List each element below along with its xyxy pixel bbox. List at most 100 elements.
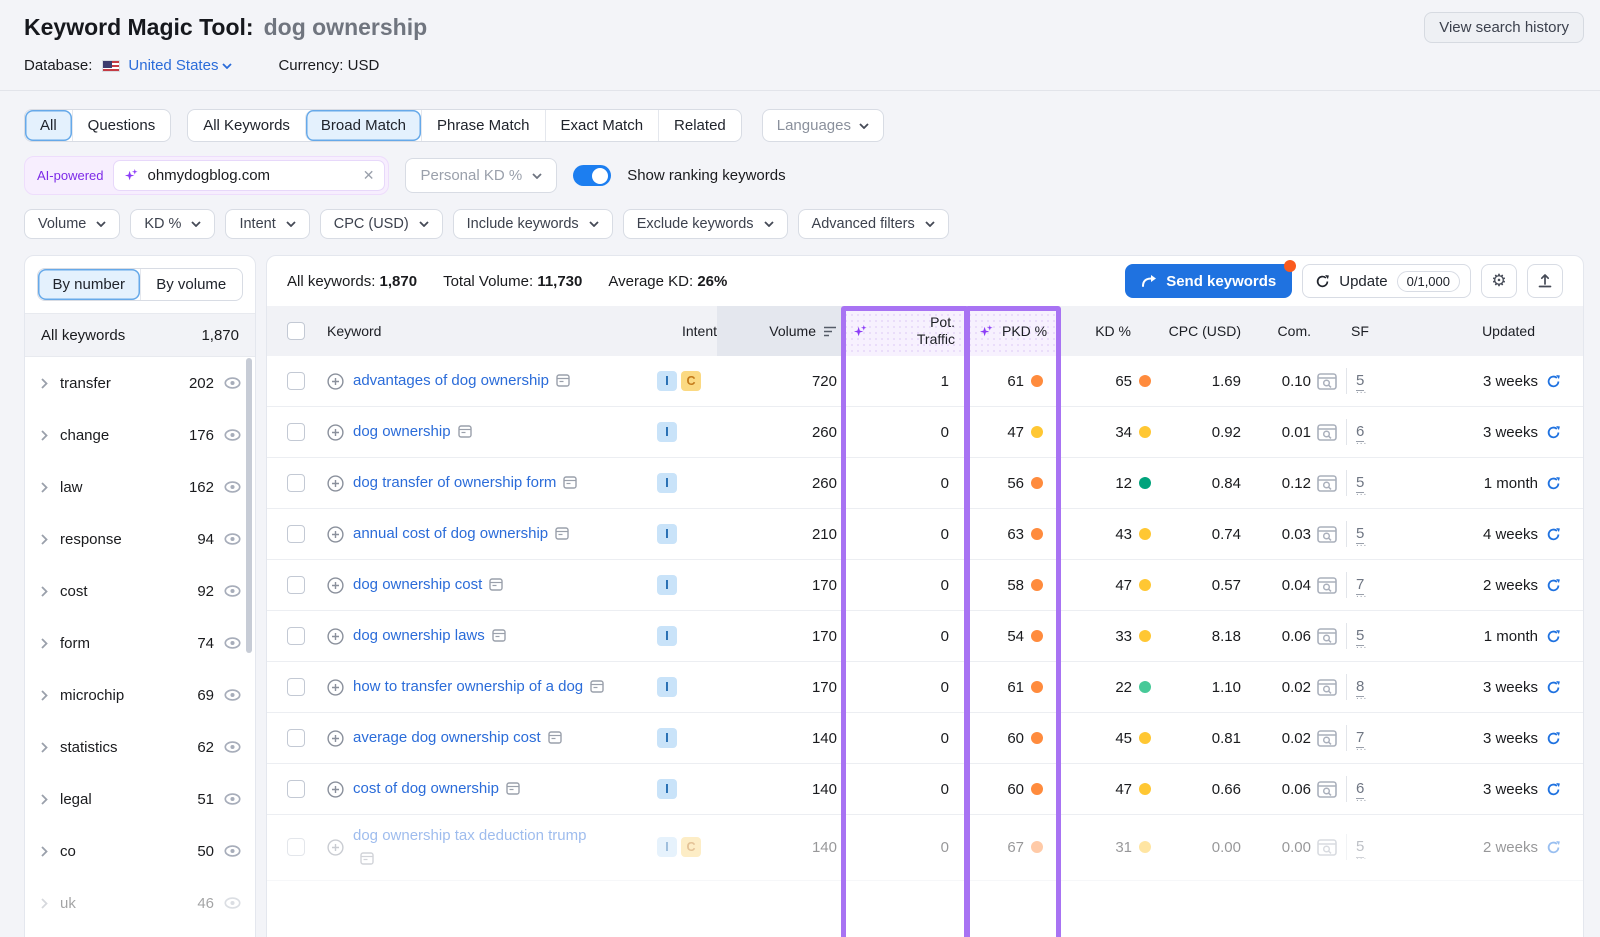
sidebar-group-uk[interactable]: uk 46 bbox=[25, 877, 255, 929]
serp-snippet-icon[interactable] bbox=[555, 527, 569, 541]
keyword-link[interactable]: advantages of dog ownership bbox=[353, 372, 549, 390]
eye-icon[interactable] bbox=[224, 793, 241, 805]
column-cpc[interactable]: CPC (USD) bbox=[1168, 323, 1241, 339]
eye-icon[interactable] bbox=[224, 845, 241, 857]
expand-group-icon[interactable] bbox=[41, 637, 48, 649]
serp-preview-icon[interactable] bbox=[1317, 627, 1337, 645]
row-checkbox[interactable] bbox=[287, 525, 305, 543]
serp-preview-icon[interactable] bbox=[1317, 474, 1337, 492]
add-to-list-icon[interactable] bbox=[327, 678, 344, 696]
add-to-list-button[interactable] bbox=[327, 729, 344, 747]
sidebar-all-keywords[interactable]: All keywords 1,870 bbox=[25, 313, 255, 357]
add-to-list-button[interactable] bbox=[327, 627, 344, 645]
row-checkbox[interactable] bbox=[287, 474, 305, 492]
eye-icon[interactable] bbox=[224, 637, 241, 649]
tab-phrase-match[interactable]: Phrase Match bbox=[420, 110, 545, 141]
filter-include-keywords[interactable]: Include keywords bbox=[452, 209, 613, 239]
eye-icon[interactable] bbox=[224, 533, 241, 545]
database-select[interactable]: United States bbox=[128, 57, 233, 74]
serp-preview-button[interactable] bbox=[1317, 627, 1337, 645]
refresh-metrics-icon[interactable] bbox=[1546, 840, 1561, 855]
refresh-metrics-button[interactable] bbox=[1546, 629, 1561, 644]
refresh-metrics-icon[interactable] bbox=[1546, 527, 1561, 542]
serp-preview-button[interactable] bbox=[1317, 780, 1337, 798]
eye-icon[interactable] bbox=[224, 897, 241, 909]
view-search-history-button[interactable]: View search history bbox=[1424, 12, 1584, 43]
add-to-list-icon[interactable] bbox=[327, 474, 344, 492]
sidebar-group-response[interactable]: response 94 bbox=[25, 513, 255, 565]
add-to-list-icon[interactable] bbox=[327, 839, 344, 856]
refresh-metrics-icon[interactable] bbox=[1546, 374, 1561, 389]
serp-preview-button[interactable] bbox=[1317, 729, 1337, 747]
add-to-list-button[interactable] bbox=[327, 372, 344, 390]
eye-icon[interactable] bbox=[224, 689, 241, 701]
filter-cpc-usd-[interactable]: CPC (USD) bbox=[319, 209, 443, 239]
settings-button[interactable]: ⚙ bbox=[1481, 264, 1517, 298]
refresh-metrics-icon[interactable] bbox=[1546, 578, 1561, 593]
serp-preview-button[interactable] bbox=[1317, 525, 1337, 543]
refresh-metrics-button[interactable] bbox=[1546, 680, 1561, 695]
keyword-link[interactable]: dog ownership laws bbox=[353, 627, 485, 645]
update-button[interactable]: Update 0/1,000 bbox=[1302, 264, 1471, 298]
sf-count[interactable]: 7 bbox=[1356, 575, 1368, 600]
tab-all-keywords[interactable]: All Keywords bbox=[188, 110, 305, 141]
add-to-list-button[interactable] bbox=[327, 780, 344, 798]
sidebar-tab-by-number[interactable]: By number bbox=[38, 269, 140, 300]
sidebar-group-form[interactable]: form 74 bbox=[25, 617, 255, 669]
add-to-list-button[interactable] bbox=[327, 474, 344, 492]
clear-search-icon[interactable]: ✕ bbox=[362, 167, 375, 183]
tab-questions[interactable]: Questions bbox=[71, 110, 171, 141]
export-button[interactable] bbox=[1527, 264, 1563, 298]
filter-volume[interactable]: Volume bbox=[24, 209, 121, 239]
sidebar-tab-by-volume[interactable]: By volume bbox=[139, 269, 242, 300]
refresh-metrics-button[interactable] bbox=[1546, 578, 1561, 593]
sidebar-group-legal[interactable]: legal 51 bbox=[25, 773, 255, 825]
sidebar-group-transfer[interactable]: transfer 202 bbox=[25, 357, 255, 409]
eye-icon[interactable] bbox=[224, 481, 241, 493]
eye-icon[interactable] bbox=[224, 741, 241, 753]
filter-kd-[interactable]: KD % bbox=[130, 209, 216, 239]
serp-snippet-icon[interactable] bbox=[457, 425, 472, 439]
refresh-metrics-button[interactable] bbox=[1546, 374, 1561, 389]
eye-icon[interactable] bbox=[224, 377, 241, 389]
column-updated[interactable]: Updated bbox=[1482, 323, 1535, 339]
row-checkbox[interactable] bbox=[287, 780, 305, 798]
refresh-metrics-icon[interactable] bbox=[1546, 425, 1561, 440]
eye-icon[interactable] bbox=[224, 585, 241, 597]
refresh-metrics-button[interactable] bbox=[1546, 527, 1561, 542]
serp-preview-button[interactable] bbox=[1317, 474, 1337, 492]
add-to-list-icon[interactable] bbox=[327, 423, 344, 441]
sidebar-group-change[interactable]: change 176 bbox=[25, 409, 255, 461]
sf-count[interactable]: 6 bbox=[1356, 422, 1368, 447]
keyword-link[interactable]: annual cost of dog ownership bbox=[353, 525, 549, 543]
keyword-link[interactable]: dog ownership bbox=[353, 423, 451, 441]
row-checkbox[interactable] bbox=[287, 423, 305, 441]
refresh-metrics-icon[interactable] bbox=[1546, 629, 1561, 644]
languages-dropdown[interactable]: Languages bbox=[761, 109, 884, 142]
serp-snippet-icon[interactable] bbox=[547, 731, 562, 745]
expand-group-icon[interactable] bbox=[41, 689, 48, 701]
keyword-link[interactable]: cost of dog ownership bbox=[353, 780, 499, 798]
tab-broad-match[interactable]: Broad Match bbox=[304, 110, 421, 141]
keyword-link[interactable]: average dog ownership cost bbox=[353, 729, 541, 747]
eye-icon[interactable] bbox=[224, 897, 241, 909]
sidebar-scrollbar[interactable] bbox=[246, 358, 252, 653]
sf-count[interactable]: 5 bbox=[1356, 626, 1368, 651]
add-to-list-button[interactable] bbox=[327, 525, 344, 543]
eye-icon[interactable] bbox=[224, 481, 241, 493]
serp-snippet-icon[interactable] bbox=[563, 476, 578, 490]
serp-snippet-icon[interactable] bbox=[492, 629, 506, 643]
serp-preview-button[interactable] bbox=[1317, 838, 1337, 856]
add-to-list-icon[interactable] bbox=[327, 372, 344, 390]
keyword-link[interactable]: how to transfer ownership of a dog bbox=[353, 678, 584, 696]
eye-icon[interactable] bbox=[224, 377, 241, 389]
refresh-metrics-button[interactable] bbox=[1546, 476, 1561, 491]
serp-snippet-icon[interactable] bbox=[556, 374, 570, 388]
search-input[interactable]: ohmydogblog.com ✕ bbox=[113, 160, 386, 191]
serp-snippet-icon[interactable] bbox=[590, 680, 604, 694]
eye-icon[interactable] bbox=[224, 585, 241, 597]
add-to-list-icon[interactable] bbox=[327, 525, 344, 543]
sidebar-group-co[interactable]: co 50 bbox=[25, 825, 255, 877]
serp-preview-icon[interactable] bbox=[1317, 678, 1337, 696]
personal-kd-dropdown[interactable]: Personal KD % bbox=[405, 158, 558, 193]
